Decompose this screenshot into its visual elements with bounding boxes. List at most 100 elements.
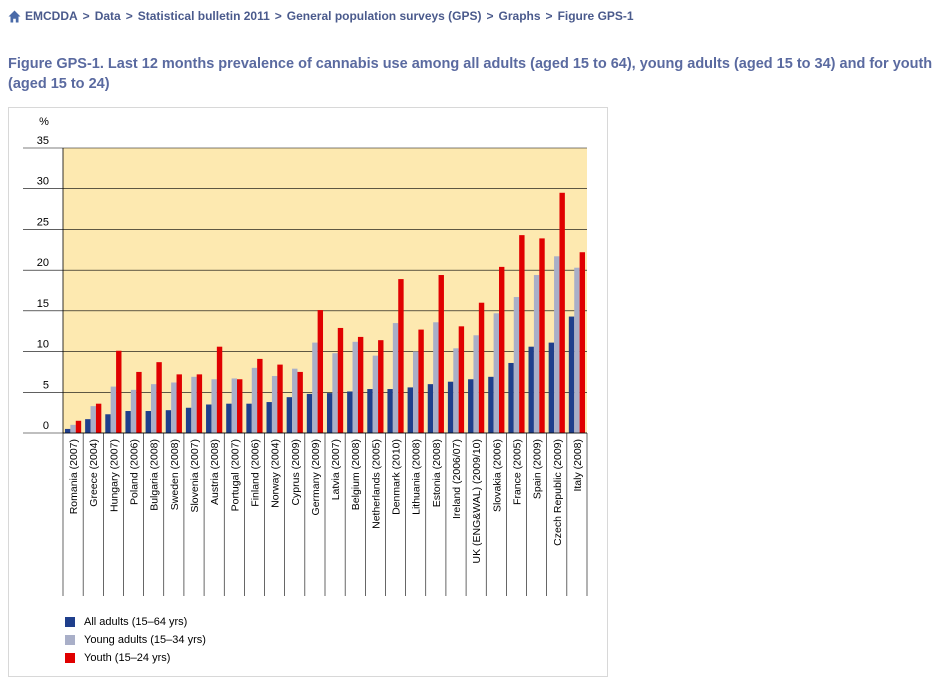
bar-youth <box>156 362 162 433</box>
bar-youth <box>277 364 283 433</box>
home-icon[interactable] <box>8 10 21 23</box>
y-tick-label: 20 <box>37 257 49 269</box>
legend-item-young-adults: Young adults (15–34 yrs) <box>65 631 206 649</box>
legend-swatch-all-adults <box>65 617 75 627</box>
x-tick-label: Spain (2009) <box>532 439 544 499</box>
breadcrumb-separator: > <box>125 9 133 23</box>
bar-all-adults <box>447 381 454 433</box>
bar-youth <box>75 420 82 433</box>
bar-all-adults <box>387 389 393 433</box>
chart-svg: 0 5 10 15 20 25 30 35% Romania (2007) Greece (200… <box>23 116 588 596</box>
bar-youth <box>317 310 324 433</box>
bar-youth <box>438 275 444 433</box>
bar-young-adults <box>251 367 258 433</box>
x-tick-label: Slovakia (2006) <box>491 439 503 512</box>
bar-young-adults <box>70 424 76 433</box>
bar-youth <box>579 252 586 433</box>
breadcrumb-link-gps[interactable]: General population surveys (GPS) <box>286 9 482 23</box>
breadcrumb-link-home[interactable]: EMCDDA <box>25 9 78 23</box>
x-tick-label: Hungary (2007) <box>108 439 120 512</box>
bar-youth <box>559 192 565 433</box>
bar-all-adults <box>427 384 434 433</box>
x-tick-label: Austria (2008) <box>209 439 221 505</box>
breadcrumb-link-statistical-bulletin[interactable]: Statistical bulletin 2011 <box>137 9 270 23</box>
y-tick-label: 35 <box>37 135 49 147</box>
bar-youth <box>519 235 525 433</box>
bar-all-adults <box>568 316 575 433</box>
y-tick-label: 5 <box>43 379 49 391</box>
y-tick-label: 15 <box>37 298 49 310</box>
bar-young-adults <box>533 275 540 433</box>
bar-young-adults <box>493 313 500 433</box>
x-tick-label: Finland (2006) <box>249 439 261 507</box>
breadcrumb-separator: > <box>274 9 282 23</box>
bar-all-adults <box>64 428 71 433</box>
bar-youth <box>176 374 182 433</box>
bar-youth <box>398 279 404 433</box>
bar-young-adults <box>372 355 379 433</box>
bar-youth <box>136 371 142 433</box>
bar-young-adults <box>453 348 459 433</box>
breadcrumb-current-page[interactable]: Figure GPS-1 <box>557 9 634 23</box>
bar-young-adults <box>433 322 439 433</box>
y-axis-label: % <box>39 116 49 128</box>
x-tick-label: Romania (2007) <box>68 439 80 514</box>
bar-all-adults <box>326 393 333 433</box>
x-tick-label: Denmark (2010) <box>391 439 403 515</box>
bar-all-adults <box>528 346 534 433</box>
breadcrumb-separator: > <box>545 9 553 23</box>
bar-young-adults <box>554 256 560 433</box>
bar-youth <box>418 329 424 433</box>
figure-title: Figure GPS-1. Last 12 months prevalence … <box>8 56 933 92</box>
bar-young-adults <box>352 341 358 433</box>
bar-young-adults <box>150 384 157 433</box>
x-tick-label: Poland (2006) <box>129 439 141 505</box>
y-tick-label: 0 <box>43 420 49 432</box>
bar-youth <box>478 302 485 433</box>
chart-container: 0 5 10 15 20 25 30 35% Romania (2007) Greece (200… <box>8 107 608 677</box>
bar-youth <box>196 374 203 433</box>
breadcrumb-link-graphs[interactable]: Graphs <box>498 9 541 23</box>
x-tick-label: Ireland (2006/07) <box>451 439 463 519</box>
bar-all-adults <box>206 404 212 433</box>
bar-all-adults <box>367 389 373 433</box>
breadcrumb-link-data[interactable]: Data <box>94 9 121 23</box>
bar-youth <box>539 238 545 433</box>
breadcrumb-separator: > <box>82 9 90 23</box>
legend-label-youth: Youth (15–24 yrs) <box>84 652 171 664</box>
bar-all-adults <box>508 362 514 433</box>
bar-all-adults <box>306 393 313 433</box>
bar-young-adults <box>171 382 177 433</box>
bar-youth <box>257 358 263 433</box>
legend-swatch-youth <box>65 653 75 663</box>
bar-all-adults <box>468 379 474 433</box>
bar-all-adults <box>407 387 413 433</box>
y-tick-label: 25 <box>37 216 49 228</box>
legend-item-youth: Youth (15–24 yrs) <box>65 649 206 667</box>
x-tick-label: Latvia (2007) <box>330 439 342 500</box>
legend-swatch-young-adults <box>65 635 75 645</box>
x-tick-label: Bulgaria (2008) <box>149 439 161 511</box>
bar-all-adults <box>185 407 192 433</box>
bar-young-adults <box>90 406 96 433</box>
bar-youth <box>216 346 223 433</box>
x-tick-label: Belgium (2008) <box>350 439 362 510</box>
bar-young-adults <box>211 379 217 433</box>
bar-youth <box>95 403 102 433</box>
x-tick-label: Netherlands (2005) <box>370 439 382 529</box>
bar-youth <box>458 326 465 433</box>
bar-all-adults <box>548 342 555 433</box>
bar-young-adults <box>191 376 197 433</box>
bar-young-adults <box>473 335 479 433</box>
bar-young-adults <box>231 378 238 433</box>
bar-all-adults <box>125 411 131 433</box>
bar-all-adults <box>246 403 252 433</box>
bar-young-adults <box>130 389 137 433</box>
bar-all-adults <box>105 414 111 433</box>
bar-all-adults <box>488 376 494 433</box>
y-tick-label: 30 <box>37 176 49 188</box>
x-tick-label: Cyprus (2009) <box>290 439 302 506</box>
bar-young-adults <box>110 386 117 433</box>
bar-all-adults <box>85 419 91 433</box>
bar-youth <box>378 340 384 433</box>
